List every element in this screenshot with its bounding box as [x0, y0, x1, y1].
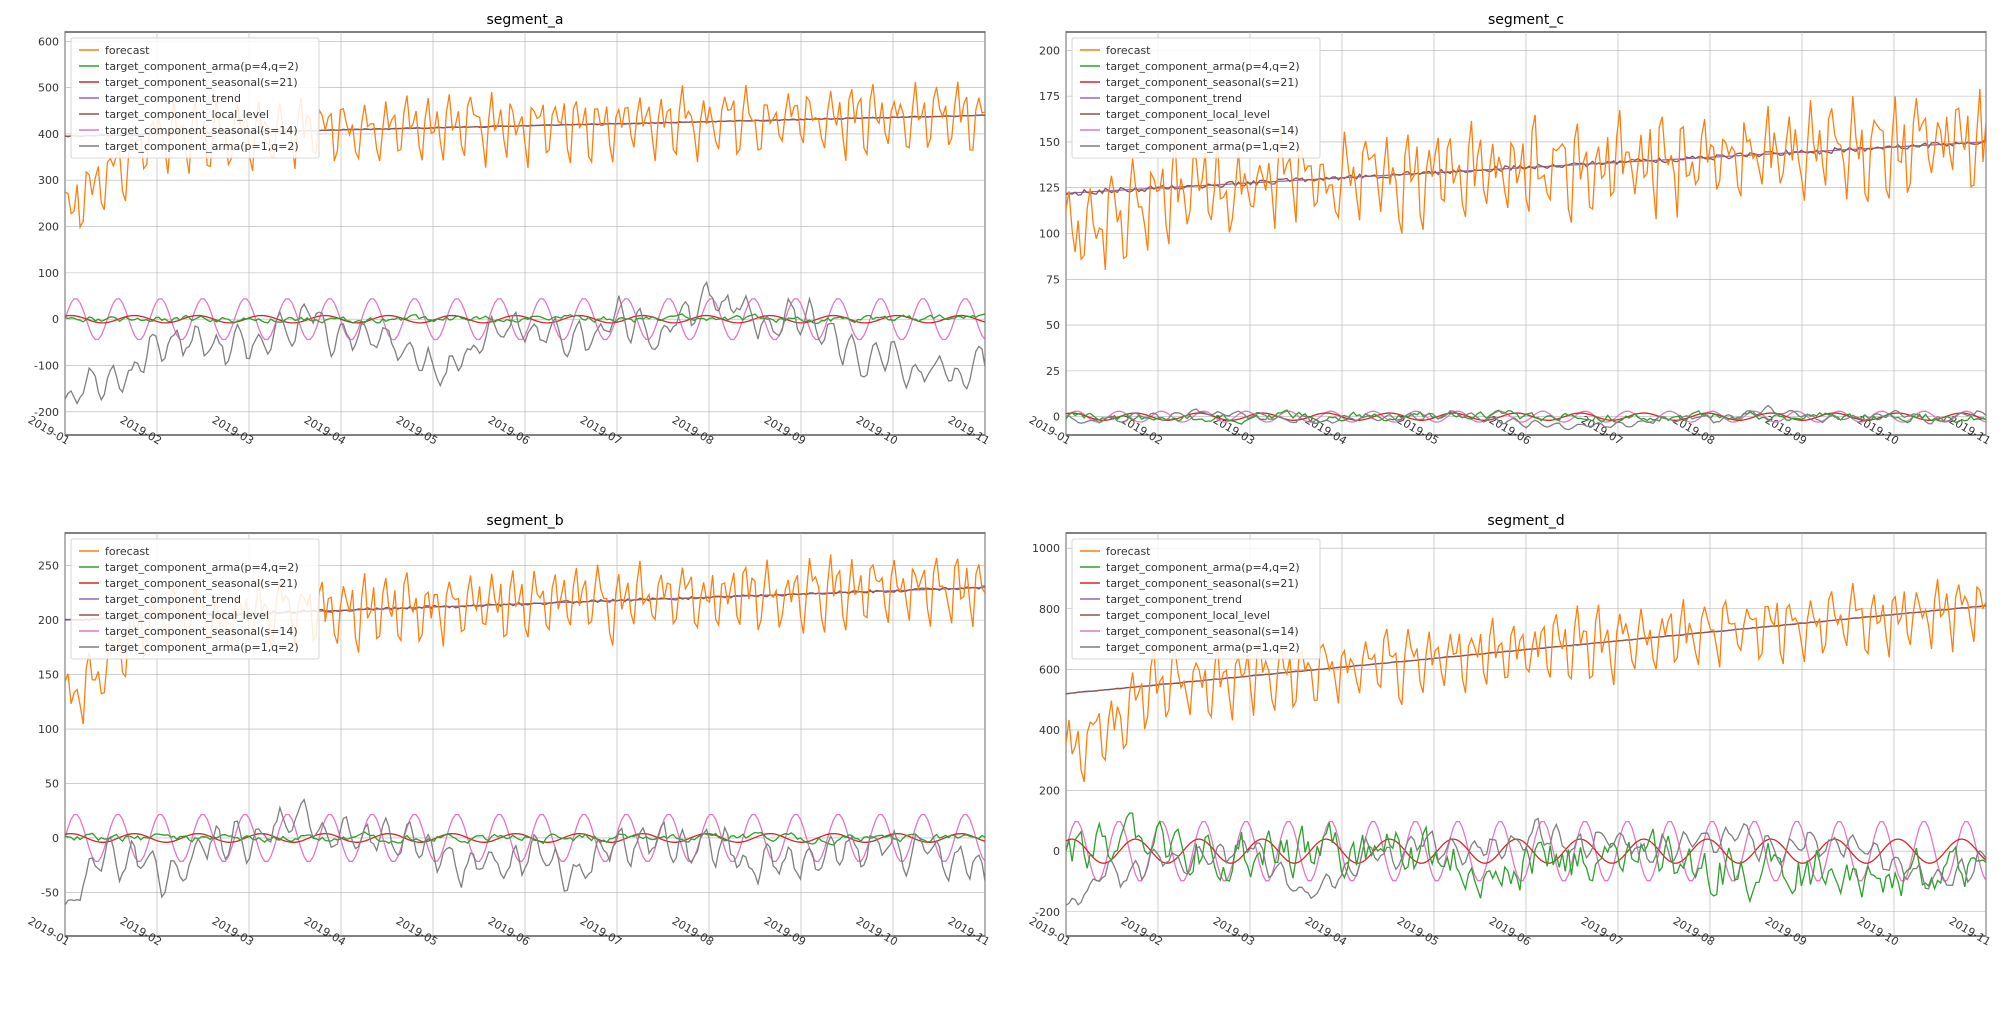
legend-label: target_component_arma(p=4,q=2) — [105, 561, 299, 574]
legend-label: target_component_arma(p=1,q=2) — [105, 140, 299, 153]
y-tick-label: 125 — [1039, 182, 1060, 195]
legend-label: forecast — [1106, 44, 1151, 57]
chart-title: segment_d — [1487, 513, 1564, 529]
y-tick-label: 100 — [38, 723, 59, 736]
y-tick-label: 0 — [52, 313, 59, 326]
y-tick-label: 100 — [38, 267, 59, 280]
y-tick-label: 600 — [38, 35, 59, 48]
legend-label: target_component_seasonal(s=14) — [105, 625, 298, 638]
panel-segment-a: segment_a-200-10001002003004005006002019… — [10, 10, 1001, 501]
legend-label: target_component_arma(p=4,q=2) — [1106, 561, 1300, 574]
legend-label: target_component_trend — [105, 593, 241, 606]
legend-label: target_component_local_level — [1106, 108, 1270, 121]
legend-label: target_component_seasonal(s=21) — [1106, 76, 1299, 89]
y-tick-label: 500 — [38, 82, 59, 95]
legend: forecast target_component_arma(p=4,q=2)ta… — [1072, 38, 1320, 158]
panel-segment-c: segment_c02550751001251501752002019-0120… — [1011, 10, 2002, 501]
y-tick-label: 0 — [1053, 411, 1060, 424]
legend-label: target_component_seasonal(s=21) — [105, 76, 298, 89]
legend-label: target_component_trend — [1106, 92, 1242, 105]
chart-grid: segment_a-200-10001002003004005006002019… — [10, 10, 2001, 1001]
legend-label: target_component_arma(p=4,q=2) — [105, 60, 299, 73]
legend-label: target_component_trend — [1106, 593, 1242, 606]
y-tick-label: 200 — [38, 614, 59, 627]
y-tick-label: 0 — [1053, 845, 1060, 858]
legend-label: forecast — [105, 545, 150, 558]
legend-label: target_component_seasonal(s=14) — [1106, 625, 1299, 638]
y-tick-label: -50 — [41, 886, 59, 899]
legend-label: target_component_arma(p=1,q=2) — [105, 641, 299, 654]
y-tick-label: 25 — [1046, 365, 1060, 378]
chart-title: segment_c — [1487, 12, 1563, 28]
y-tick-label: 175 — [1039, 90, 1060, 103]
legend: forecast target_component_arma(p=4,q=2)ta… — [71, 539, 319, 659]
legend-label: target_component_arma(p=1,q=2) — [1106, 641, 1300, 654]
y-tick-label: 300 — [38, 174, 59, 187]
chart-title: segment_b — [486, 513, 563, 529]
chart-title: segment_a — [487, 12, 564, 28]
y-tick-label: 150 — [1039, 136, 1060, 149]
legend-label: target_component_seasonal(s=21) — [105, 577, 298, 590]
legend-label: forecast — [1106, 545, 1151, 558]
legend-label: target_component_arma(p=4,q=2) — [1106, 60, 1300, 73]
y-tick-label: 200 — [38, 221, 59, 234]
y-tick-label: -100 — [34, 360, 59, 373]
legend: forecast target_component_arma(p=4,q=2)ta… — [1072, 539, 1320, 659]
y-tick-label: 400 — [1039, 723, 1060, 736]
y-tick-label: 800 — [1039, 602, 1060, 615]
y-tick-label: 0 — [52, 831, 59, 844]
legend-label: target_component_local_level — [1106, 609, 1270, 622]
y-tick-label: 75 — [1046, 273, 1060, 286]
legend-label: target_component_local_level — [105, 609, 269, 622]
legend-label: target_component_local_level — [105, 108, 269, 121]
y-tick-label: 600 — [1039, 663, 1060, 676]
y-tick-label: 200 — [1039, 44, 1060, 57]
y-tick-label: 1000 — [1032, 542, 1060, 555]
panel-segment-b: segment_b-500501001502002502019-012019-0… — [10, 511, 1001, 1002]
y-tick-label: 100 — [1039, 228, 1060, 241]
y-tick-label: 150 — [38, 668, 59, 681]
legend-label: target_component_trend — [105, 92, 241, 105]
legend-label: forecast — [105, 44, 150, 57]
legend-label: target_component_seasonal(s=14) — [1106, 124, 1299, 137]
legend-label: target_component_arma(p=1,q=2) — [1106, 140, 1300, 153]
legend-label: target_component_seasonal(s=14) — [105, 124, 298, 137]
legend: forecast target_component_arma(p=4,q=2)ta… — [71, 38, 319, 158]
y-tick-label: 200 — [1039, 784, 1060, 797]
y-tick-label: 250 — [38, 559, 59, 572]
y-tick-label: 400 — [38, 128, 59, 141]
y-tick-label: 50 — [45, 777, 59, 790]
legend-label: target_component_seasonal(s=21) — [1106, 577, 1299, 590]
panel-segment-d: segment_d-200020040060080010002019-01201… — [1011, 511, 2002, 1002]
y-tick-label: 50 — [1046, 319, 1060, 332]
